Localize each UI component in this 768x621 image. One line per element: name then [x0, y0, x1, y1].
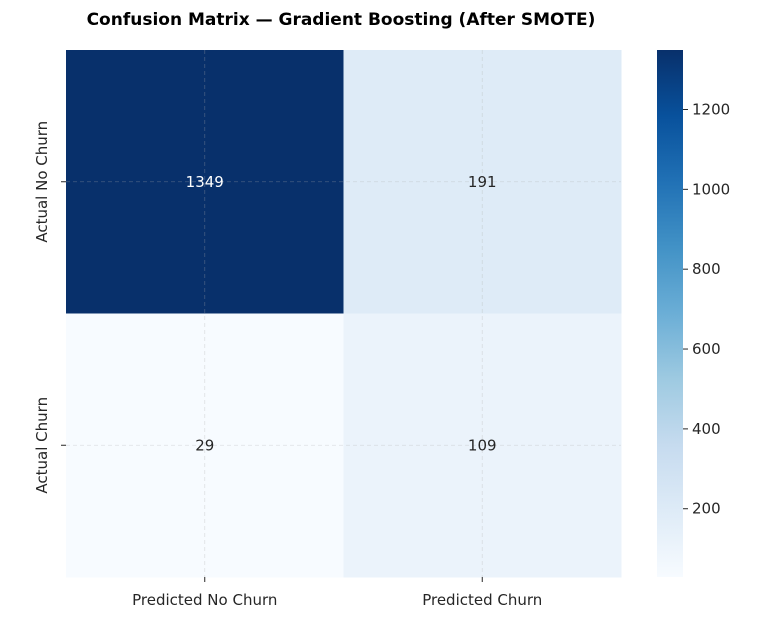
heatmap-cell — [66, 313, 344, 578]
cell-value-label: 1349 — [186, 173, 224, 191]
x-tick-label: Predicted No Churn — [132, 591, 277, 609]
colorbar-ticks: 200 400 600 800 1000 1200 — [683, 100, 730, 518]
cell-value-labels: 1349 191 29 109 — [186, 173, 497, 455]
chart-title: Confusion Matrix — Gradient Boosting (Af… — [87, 10, 596, 30]
heatmap-cell — [343, 313, 622, 578]
x-axis: Predicted No Churn Predicted Churn — [132, 577, 542, 609]
x-tick-label: Predicted Churn — [422, 591, 542, 609]
colorbar-tick-label: 800 — [692, 260, 721, 278]
cell-value-label: 29 — [195, 436, 214, 454]
y-tick-label: Actual No Churn — [33, 121, 51, 243]
heatmap-cell — [343, 50, 622, 314]
colorbar-tick-label: 1200 — [692, 100, 730, 118]
colorbar-tick-label: 600 — [692, 340, 721, 358]
colorbar-tick-label: 200 — [692, 500, 721, 518]
cell-value-label: 109 — [468, 436, 497, 454]
colorbar-gradient — [657, 50, 683, 577]
y-tick-label: Actual Churn — [33, 397, 51, 494]
heatmap-cell — [66, 50, 344, 314]
colorbar-tick-label: 400 — [692, 420, 721, 438]
colorbar: 200 400 600 800 1000 1200 — [657, 50, 730, 577]
gridlines — [66, 50, 621, 577]
y-axis: Actual No Churn Actual Churn — [33, 121, 66, 494]
heatmap-cells — [66, 50, 622, 578]
colorbar-tick-label: 1000 — [692, 180, 730, 198]
cell-value-label: 191 — [468, 173, 497, 191]
